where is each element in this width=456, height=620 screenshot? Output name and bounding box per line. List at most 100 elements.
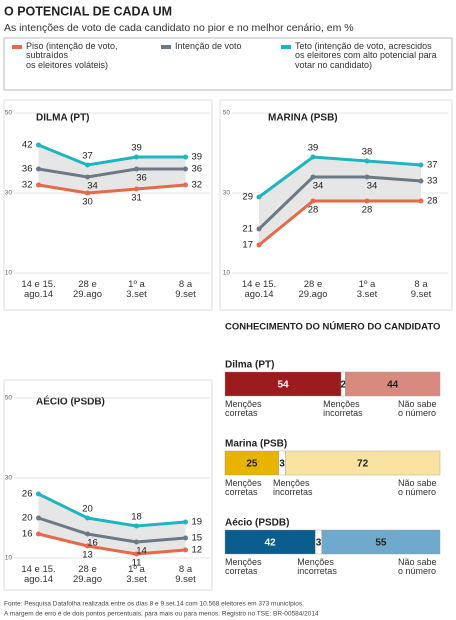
point	[256, 242, 262, 248]
point	[36, 515, 41, 521]
value-label: 2	[340, 380, 346, 391]
point	[183, 166, 188, 172]
point	[36, 166, 41, 172]
footnote: Fonte: Pesquisa Datafolha realizada entr…	[4, 601, 304, 608]
value-label: 12	[192, 545, 203, 556]
value-label: 36	[192, 164, 203, 175]
value-label: 39	[308, 143, 319, 154]
point	[85, 531, 90, 537]
y-tick-label: 30	[5, 475, 13, 482]
y-tick-label: 10	[5, 270, 13, 277]
value-label: 26	[22, 489, 33, 500]
value-label: 72	[357, 459, 369, 470]
x-tick-label: 8 a 9.set	[410, 279, 432, 300]
value-label: 34	[87, 181, 98, 192]
point	[134, 523, 139, 529]
point	[364, 174, 370, 180]
chart-title: CONHECIMENTO DO NÚMERO DO CANDIDATO	[225, 321, 440, 333]
legend-box	[3, 37, 453, 91]
point	[36, 182, 41, 188]
value-label: 21	[242, 224, 253, 235]
point	[85, 174, 90, 180]
series-line	[257, 175, 422, 231]
x-tick-label: 28 e 29.ago	[72, 564, 103, 585]
x-tick-label: 1º a 3.set	[126, 564, 147, 585]
point	[418, 178, 424, 184]
y-tick-label: 50	[5, 395, 13, 402]
value-label: 28	[308, 205, 319, 216]
point	[183, 182, 188, 188]
footnote: A margem de erro é de dois pontos percen…	[4, 611, 319, 618]
point	[85, 190, 90, 196]
x-tick-label: 14 e 15. ago.14	[21, 564, 56, 585]
segment-label: Não sabe o número	[398, 557, 437, 577]
x-tick-label: 1º a 3.set	[126, 279, 147, 300]
point	[364, 198, 370, 204]
value-label: 28	[427, 196, 438, 207]
segment-label: Menções incorretas	[297, 557, 337, 577]
value-label: 55	[375, 538, 387, 549]
value-label: 44	[387, 380, 399, 391]
value-label: 32	[22, 180, 33, 191]
point	[134, 154, 139, 160]
value-label: 16	[22, 529, 33, 540]
value-label: 38	[362, 147, 373, 158]
series-line	[37, 143, 186, 167]
series-line	[38, 183, 186, 195]
bar-segment	[224, 529, 316, 555]
point	[418, 162, 424, 168]
bar-segment	[321, 529, 441, 555]
bar-segment	[224, 450, 279, 476]
series-line	[38, 167, 186, 179]
chart-title: MARINA (PSB)	[268, 113, 338, 124]
segment-label: Não sabe o número	[398, 478, 437, 498]
value-label: 37	[82, 151, 93, 162]
value-label: 13	[82, 550, 93, 561]
y-tick-label: 50	[5, 110, 13, 117]
series-line	[258, 155, 422, 199]
value-label: 37	[427, 160, 438, 171]
value-label: 42	[22, 140, 33, 151]
chart-title: DILMA (PT)	[36, 113, 90, 124]
point	[256, 194, 262, 200]
point	[183, 547, 188, 553]
point	[85, 543, 90, 549]
point	[134, 186, 139, 192]
point	[418, 198, 424, 204]
point	[36, 531, 41, 537]
value-label: 20	[22, 513, 33, 524]
value-label: 39	[192, 152, 203, 163]
value-label: 32	[192, 180, 203, 191]
value-label: 31	[131, 193, 142, 204]
point	[310, 174, 316, 180]
series-line	[258, 199, 421, 247]
value-label: 3	[316, 538, 322, 549]
point	[85, 515, 90, 521]
point	[85, 162, 90, 168]
value-label: 14	[136, 546, 147, 557]
value-label: 34	[367, 181, 378, 192]
value-label: 34	[313, 181, 324, 192]
panel	[219, 99, 453, 311]
point	[36, 142, 41, 148]
value-label: 15	[192, 533, 203, 544]
range-band	[38, 494, 186, 554]
y-tick-label: 50	[223, 110, 231, 117]
bar-segment	[224, 371, 342, 397]
value-label: 16	[87, 538, 98, 549]
bar-segment	[345, 371, 441, 397]
value-label: 54	[277, 380, 289, 391]
x-tick-label: 28 e 29.ago	[72, 279, 103, 300]
value-label: 25	[246, 459, 258, 470]
x-tick-label: 14 e 15. ago.14	[21, 279, 56, 300]
value-label: 42	[265, 538, 277, 549]
point	[134, 166, 139, 172]
point	[364, 158, 370, 164]
value-label: 39	[131, 143, 142, 154]
series-line	[38, 516, 186, 544]
value-label: 11	[132, 558, 142, 569]
point	[183, 154, 188, 160]
legend-label: Teto (intenção de voto, acrescidos os el…	[295, 41, 437, 70]
